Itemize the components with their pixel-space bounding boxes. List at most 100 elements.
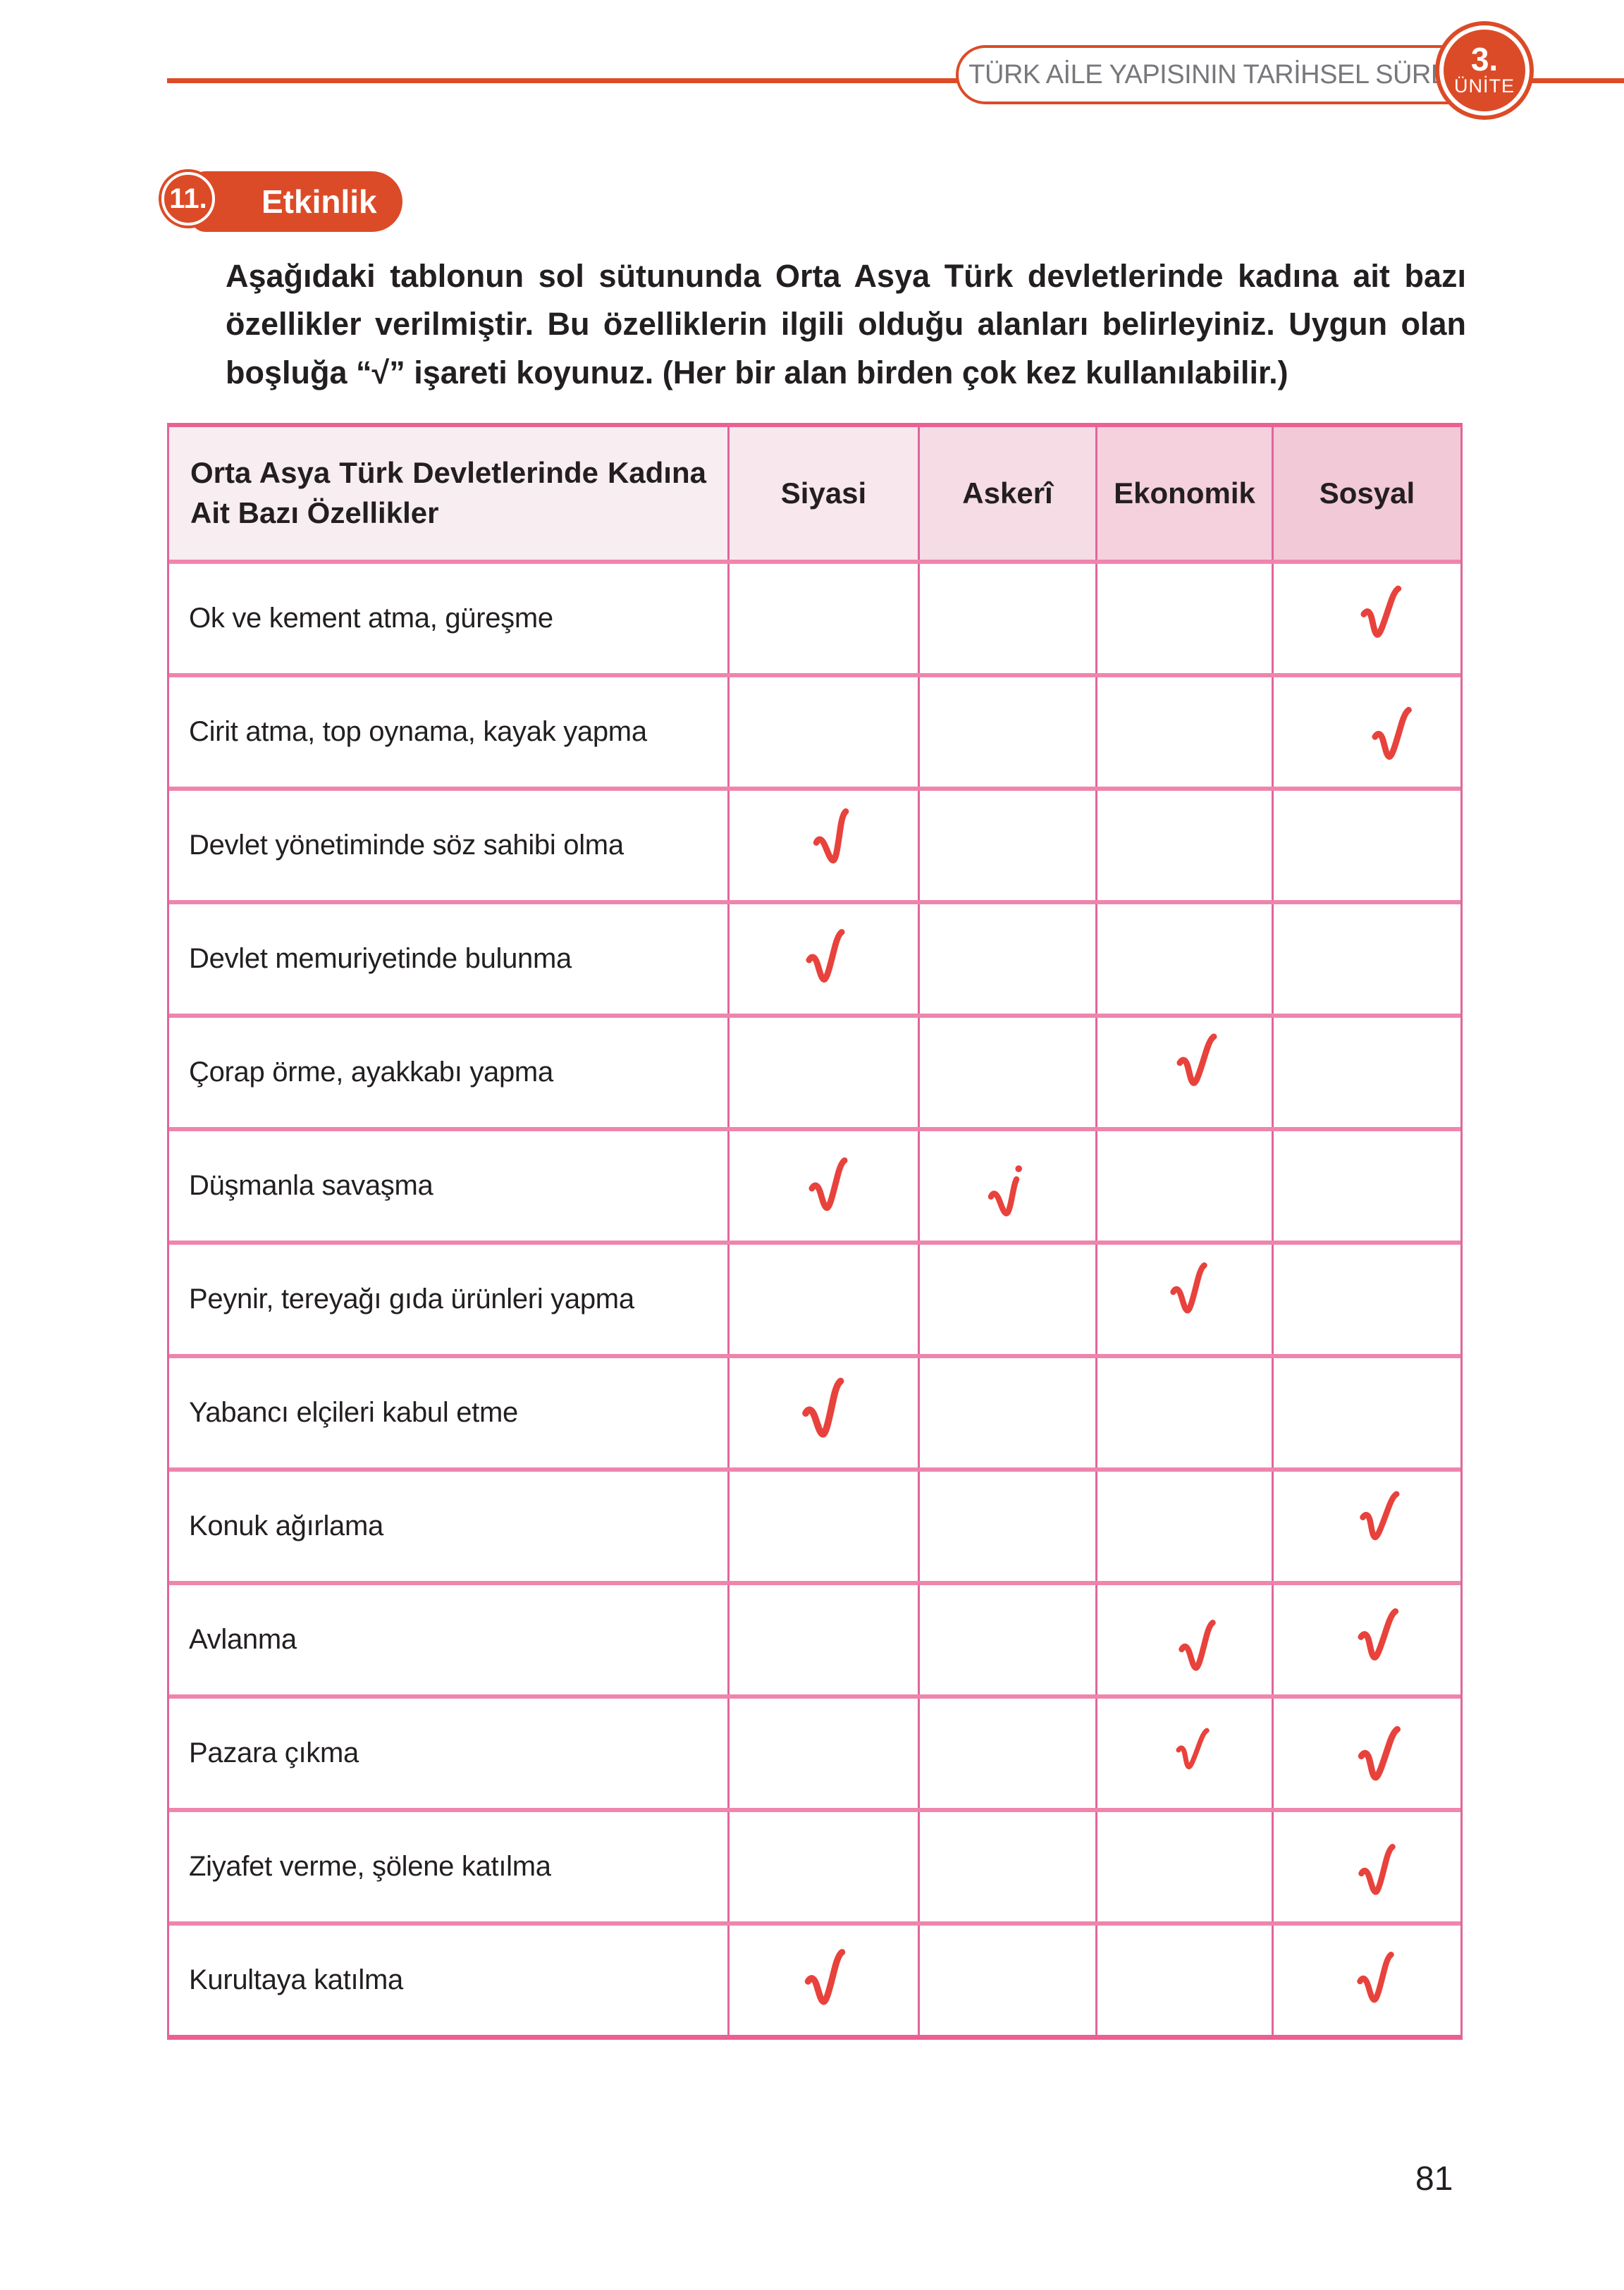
answer-cell-asker- [920,1358,1097,1467]
answer-cell-ekonomik [1097,1812,1274,1921]
answer-cell-asker- [920,1699,1097,1808]
answer-cell-ekonomik [1097,1585,1274,1694]
checkmark-icon [806,928,844,983]
activity-table: Orta Asya Türk Devletlerinde Kadına Ait … [167,423,1463,2040]
row-label: Yabancı elçileri kabul etme [169,1358,730,1467]
checkmark-icon [1179,1619,1216,1671]
checkmark-icon [802,1377,844,1438]
unit-badge: 3. ÜNİTE [1444,30,1525,111]
row-label: Peynir, tereyağı gıda ürünleri yapma [169,1245,730,1354]
page-number: 81 [1415,2160,1453,2198]
answer-cell-asker- [920,1812,1097,1921]
answer-cell-siyasi [730,791,920,900]
table-row: Kurultaya katılma [169,1921,1460,2035]
column-header-ekonomik: Ekonomik [1097,427,1274,560]
answer-cell-asker- [920,904,1097,1014]
checkmark-icon [1176,1728,1210,1769]
answer-cell-sosyal [1274,1131,1460,1241]
table-row: Konuk ağırlama [169,1467,1460,1581]
answer-cell-asker- [920,1926,1097,2035]
answer-cell-sosyal [1274,1812,1460,1921]
row-label: Çorap örme, ayakkabı yapma [169,1018,730,1127]
answer-cell-siyasi [730,677,920,787]
answer-cell-asker- [920,1018,1097,1127]
table-corner-header: Orta Asya Türk Devletlerinde Kadına Ait … [169,427,730,560]
answer-cell-siyasi [730,1131,920,1241]
answer-cell-siyasi [730,1699,920,1808]
answer-cell-siyasi [730,1018,920,1127]
column-header-asker-: Askerî [920,427,1097,560]
answer-cell-siyasi [730,564,920,673]
answer-cell-sosyal [1274,677,1460,787]
checkmark-icon [1371,706,1412,760]
row-label: Kurultaya katılma [169,1926,730,2035]
unit-title-pill: TÜRK AİLE YAPISININ TARİHSEL SÜRECİ [956,45,1487,104]
table-row: Yabancı elçileri kabul etme [169,1354,1460,1467]
checkmark-icon [804,1948,846,2005]
answer-cell-ekonomik [1097,1926,1274,2035]
answer-cell-ekonomik [1097,564,1274,673]
table-row: Çorap örme, ayakkabı yapma [169,1014,1460,1127]
checkmark-icon [1360,585,1401,638]
answer-cell-sosyal [1274,904,1460,1014]
answer-cell-siyasi [730,1472,920,1581]
answer-cell-sosyal [1274,1472,1460,1581]
unit-label: ÜNİTE [1454,75,1515,97]
table-row: Cirit atma, top oynama, kayak yapma [169,673,1460,787]
answer-cell-ekonomik [1097,1245,1274,1354]
checkmark-icon [808,1157,847,1211]
table-row: Devlet yönetiminde söz sahibi olma [169,787,1460,900]
answer-cell-ekonomik [1097,1699,1274,1808]
answer-cell-ekonomik [1097,1358,1274,1467]
answer-cell-siyasi [730,1358,920,1467]
row-label: Ziyafet verme, şölene katılma [169,1812,730,1921]
row-label: Devlet memuriyetinde bulunma [169,904,730,1014]
checkmark-icon [1358,1843,1396,1895]
table-row: Düşmanla savaşma [169,1127,1460,1241]
answer-cell-asker- [920,677,1097,787]
answer-cell-sosyal [1274,1585,1460,1694]
table-row: Devlet memuriyetinde bulunma [169,900,1460,1014]
table-header-row: Orta Asya Türk Devletlerinde Kadına Ait … [169,427,1460,560]
activity-label-pill: Etkinlik [191,171,402,232]
answer-cell-asker- [920,564,1097,673]
answer-cell-siyasi [730,904,920,1014]
checkmark-icon [988,1164,1023,1217]
unit-title: TÜRK AİLE YAPISININ TARİHSEL SÜRECİ [968,59,1475,90]
unit-number: 3. [1470,41,1499,78]
row-label: Pazara çıkma [169,1699,730,1808]
row-label: Devlet yönetiminde söz sahibi olma [169,791,730,900]
activity-label: Etkinlik [262,183,377,220]
answer-cell-asker- [920,1585,1097,1694]
answer-cell-ekonomik [1097,904,1274,1014]
table-row: Pazara çıkma [169,1694,1460,1808]
checkmark-icon [1357,1951,1394,2003]
answer-cell-sosyal [1274,1018,1460,1127]
answer-cell-ekonomik [1097,1472,1274,1581]
activity-number-circle: 11. [161,172,215,226]
answer-cell-sosyal [1274,1358,1460,1467]
table-row: Avlanma [169,1581,1460,1694]
answer-cell-siyasi [730,1926,920,2035]
column-header-sosyal: Sosyal [1274,427,1460,560]
activity-number: 11. [169,183,207,214]
answer-cell-sosyal [1274,564,1460,673]
answer-cell-ekonomik [1097,1131,1274,1241]
checkmark-icon [1360,1491,1400,1540]
row-label: Avlanma [169,1585,730,1694]
answer-cell-sosyal [1274,1926,1460,2035]
answer-cell-ekonomik [1097,677,1274,787]
answer-cell-siyasi [730,1585,920,1694]
answer-cell-siyasi [730,1812,920,1921]
answer-cell-asker- [920,1245,1097,1354]
checkmark-icon [813,808,849,863]
answer-cell-asker- [920,1131,1097,1241]
instruction-text: Aşağıdaki tablonun sol sütununda Orta As… [226,258,1466,390]
table-row: Ziyafet verme, şölene katılma [169,1808,1460,1921]
row-label: Düşmanla savaşma [169,1131,730,1241]
checkmark-icon [1357,1608,1398,1661]
answer-cell-sosyal [1274,1699,1460,1808]
row-label: Konuk ağırlama [169,1472,730,1581]
checkmark-icon [1176,1033,1217,1086]
